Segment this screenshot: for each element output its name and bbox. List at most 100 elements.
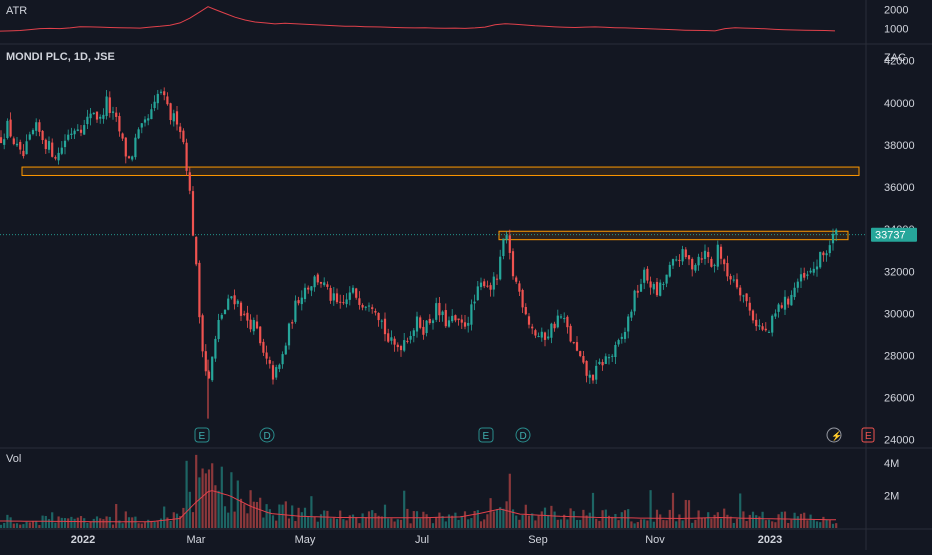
candle-body bbox=[815, 266, 819, 270]
candle-body bbox=[345, 299, 348, 305]
volume-bar bbox=[748, 514, 751, 528]
candle-body bbox=[310, 286, 313, 291]
candle-body bbox=[787, 298, 790, 305]
price-zone[interactable] bbox=[498, 230, 849, 241]
volume-bar bbox=[508, 473, 511, 528]
volume-bar bbox=[489, 498, 492, 528]
flash-marker[interactable] bbox=[826, 427, 842, 443]
candle-body bbox=[745, 293, 748, 302]
volume-bar bbox=[217, 490, 220, 528]
candle-body bbox=[476, 286, 479, 301]
atr-tick-label: 2000 bbox=[884, 5, 908, 17]
volume-bar bbox=[502, 508, 505, 528]
volume-bar bbox=[550, 505, 553, 528]
volume-bar bbox=[204, 473, 207, 528]
candle-body bbox=[102, 114, 105, 119]
earnings-marker[interactable] bbox=[194, 427, 210, 443]
volume-bar bbox=[89, 521, 92, 528]
volume-bar bbox=[300, 512, 303, 528]
volume-bar bbox=[790, 519, 793, 528]
volume-bar bbox=[470, 518, 473, 528]
candle-body bbox=[761, 326, 764, 330]
volume-bar bbox=[281, 504, 284, 528]
atr-tick-label: 1000 bbox=[884, 24, 908, 36]
volume-bar bbox=[774, 522, 777, 528]
candle-body bbox=[703, 250, 707, 260]
candle-body bbox=[140, 123, 143, 128]
volume-bar bbox=[150, 520, 153, 528]
earnings-marker[interactable] bbox=[478, 427, 494, 443]
candle-body bbox=[671, 259, 675, 266]
volume-bar bbox=[585, 515, 588, 528]
volume-bar bbox=[652, 521, 655, 528]
volume-bar bbox=[355, 517, 358, 528]
candle-body bbox=[425, 320, 428, 334]
volume-bar bbox=[540, 511, 543, 528]
candle-body bbox=[524, 307, 527, 315]
candle-body bbox=[454, 315, 457, 321]
candle-body bbox=[758, 325, 761, 327]
candle-body bbox=[41, 130, 44, 141]
volume-bar bbox=[15, 523, 19, 528]
candle-body bbox=[723, 259, 726, 265]
volume-bar bbox=[361, 513, 364, 528]
volume-bar bbox=[687, 500, 691, 528]
candle-body bbox=[195, 236, 198, 265]
candle-body bbox=[70, 133, 73, 136]
dividend-marker[interactable] bbox=[259, 427, 275, 443]
candle-body bbox=[159, 91, 163, 93]
volume-bar bbox=[44, 515, 47, 528]
volume-bar bbox=[351, 514, 355, 528]
candle-body bbox=[137, 129, 140, 139]
candle-body bbox=[687, 255, 691, 260]
candle-body bbox=[764, 328, 767, 331]
candle-body bbox=[265, 352, 268, 359]
volume-bar bbox=[431, 523, 435, 528]
candle-body bbox=[447, 320, 451, 327]
x-axis-label: 2023 bbox=[758, 534, 782, 546]
candle-body bbox=[617, 340, 620, 345]
edge-event-badge[interactable] bbox=[861, 427, 875, 443]
candle-body bbox=[387, 333, 390, 342]
volume-bar bbox=[367, 511, 371, 528]
price-tick-label: 36000 bbox=[884, 182, 915, 194]
volume-bar bbox=[409, 523, 412, 528]
candle-body bbox=[284, 345, 287, 355]
candle-body bbox=[569, 325, 572, 342]
volume-bar bbox=[777, 514, 780, 528]
candle-body bbox=[166, 96, 169, 105]
volume-bar bbox=[92, 518, 95, 528]
candle-body bbox=[275, 367, 278, 378]
candle-body bbox=[54, 157, 57, 159]
volume-bar bbox=[639, 519, 643, 528]
volume-bar bbox=[387, 518, 390, 528]
candle-body bbox=[179, 126, 182, 133]
candle-body bbox=[451, 315, 454, 322]
volume-bar bbox=[479, 521, 483, 528]
volume-bar bbox=[563, 514, 566, 528]
candle-body bbox=[371, 307, 374, 310]
candle-body bbox=[531, 326, 534, 329]
volume-bar bbox=[803, 512, 806, 528]
candle-body bbox=[95, 111, 99, 120]
atr-pane bbox=[0, 6, 836, 32]
volume-bar bbox=[825, 519, 828, 528]
price-zone[interactable] bbox=[21, 166, 860, 176]
volume-bar bbox=[137, 523, 140, 528]
volume-bar bbox=[425, 514, 428, 528]
volume-ma-line bbox=[0, 490, 837, 523]
candle-body bbox=[223, 309, 227, 315]
candle-body bbox=[620, 336, 623, 339]
candle-body bbox=[131, 156, 134, 160]
volume-bar bbox=[121, 523, 124, 528]
volume-bar bbox=[259, 497, 262, 528]
candle-body bbox=[700, 258, 703, 260]
dividend-marker[interactable] bbox=[515, 427, 531, 443]
symbol-title[interactable]: MONDI PLC, 1D, JSE bbox=[6, 51, 115, 63]
candle-body bbox=[6, 120, 9, 139]
candle-body bbox=[694, 264, 697, 271]
candle-body bbox=[550, 323, 553, 338]
